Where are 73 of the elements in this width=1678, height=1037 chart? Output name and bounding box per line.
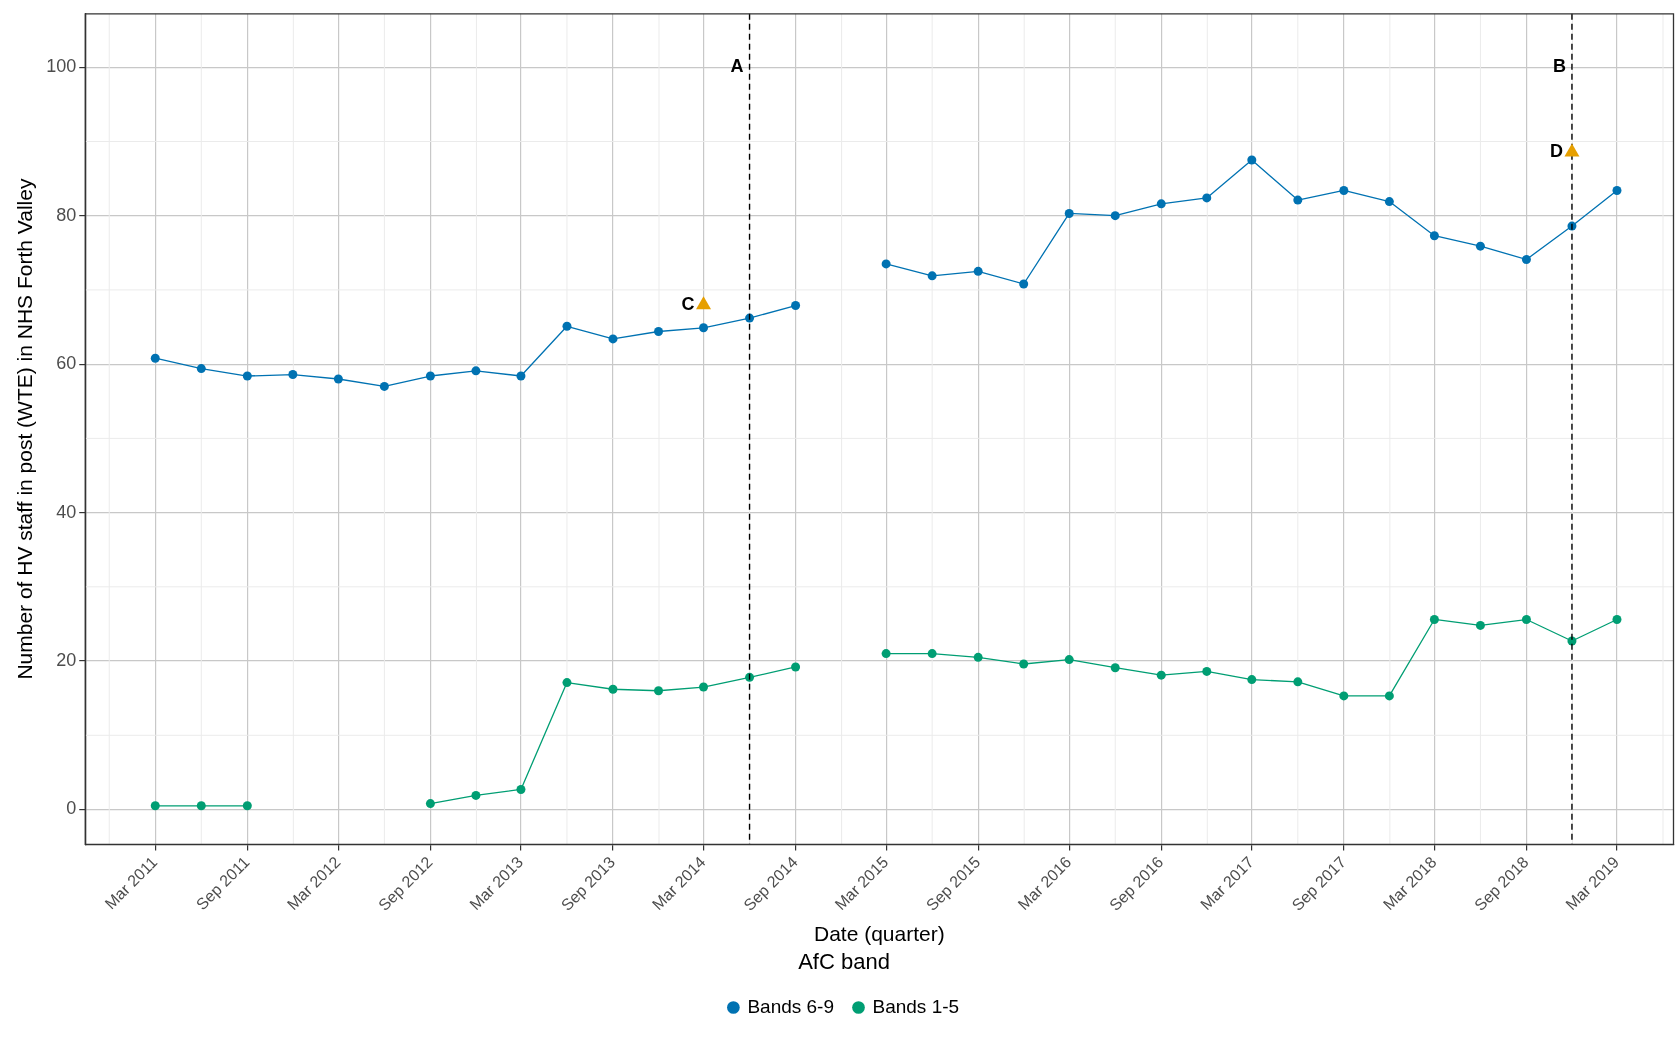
point — [1247, 675, 1257, 685]
point — [699, 682, 709, 692]
point — [973, 266, 983, 276]
point — [1384, 197, 1394, 207]
y-tick-label: 0 — [66, 798, 77, 819]
point — [516, 784, 526, 794]
point — [608, 334, 618, 344]
point — [654, 686, 664, 696]
y-tick-label: 60 — [56, 353, 77, 374]
point — [1612, 614, 1622, 624]
point — [654, 326, 664, 336]
point — [1156, 670, 1166, 680]
point — [425, 799, 435, 809]
point — [1475, 620, 1485, 630]
point — [1064, 208, 1074, 218]
ref-line-label: A — [730, 56, 744, 77]
legend-label: Bands 6-9 — [747, 995, 835, 1017]
point — [927, 649, 937, 659]
point — [608, 684, 618, 694]
point — [1339, 185, 1349, 195]
point — [791, 301, 801, 311]
point — [1110, 663, 1120, 673]
point — [1293, 677, 1303, 687]
point — [1064, 655, 1074, 665]
point — [1019, 279, 1029, 289]
point — [242, 371, 252, 381]
point — [1521, 614, 1531, 624]
point — [425, 371, 435, 381]
point — [881, 259, 891, 269]
point — [1429, 231, 1439, 241]
point — [242, 801, 252, 811]
point — [1110, 211, 1120, 221]
y-tick-label: 20 — [56, 650, 77, 671]
x-axis-title: Date (quarter) — [814, 921, 945, 945]
point — [1612, 185, 1622, 195]
point — [150, 353, 160, 363]
point — [699, 323, 709, 333]
point — [288, 370, 298, 380]
y-axis-title: Number of HV staff in post (WTE) in NHS Forth Valley — [13, 178, 37, 680]
point — [150, 801, 160, 811]
point — [379, 381, 389, 391]
point — [1521, 254, 1531, 264]
y-tick-label: 100 — [46, 56, 77, 77]
point — [516, 371, 526, 381]
point — [1156, 199, 1166, 209]
point — [927, 271, 937, 281]
ref-line-label: B — [1552, 56, 1566, 77]
y-tick-label: 80 — [56, 204, 77, 225]
point — [1293, 195, 1303, 205]
point — [1247, 155, 1257, 165]
legend-title: AfC band — [798, 948, 890, 974]
point — [881, 649, 891, 659]
point — [1202, 666, 1212, 676]
point — [1019, 659, 1029, 669]
annotation: C — [681, 294, 695, 315]
y-tick-label: 40 — [56, 501, 77, 522]
point — [471, 366, 481, 376]
point — [745, 672, 755, 682]
annotation: D — [1549, 141, 1563, 162]
point — [196, 364, 206, 374]
point — [1202, 193, 1212, 203]
point — [333, 374, 343, 384]
legend-label: Bands 1-5 — [872, 995, 960, 1017]
point — [1429, 614, 1439, 624]
point — [196, 801, 206, 811]
point — [562, 321, 572, 331]
point — [791, 662, 801, 672]
point — [1384, 691, 1394, 701]
point — [471, 790, 481, 800]
point — [562, 678, 572, 688]
point — [1339, 691, 1349, 701]
point — [1475, 241, 1485, 251]
point — [973, 652, 983, 662]
